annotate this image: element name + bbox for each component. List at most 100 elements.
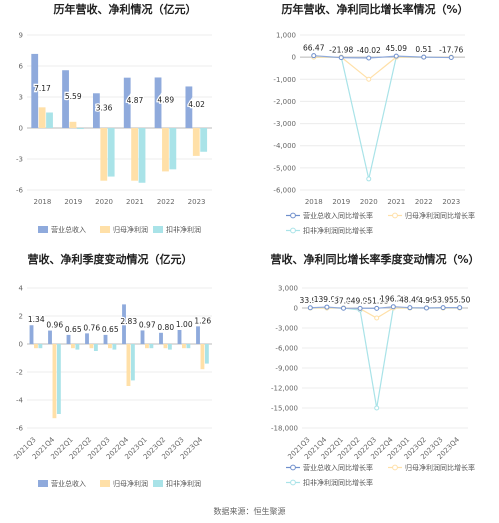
- bar-nonrecurring-profit: [200, 128, 208, 152]
- data-label-revenue-growth: 33.91: [300, 296, 322, 305]
- chart-quarterly-growth-rate: 营收、净利同比增长率季度变动情况（%） 3,000 0 -3,000 -6,000 -9,…: [250, 250, 499, 506]
- legend-marker-nonrecurring-profit: [290, 227, 296, 234]
- data-label-revenue-growth: 66.47: [303, 44, 325, 53]
- legend-marker-parent-profit: [392, 212, 398, 219]
- x-tick-label: 2023: [188, 198, 206, 206]
- bar-revenue: [62, 70, 69, 128]
- bar-revenue: [154, 77, 162, 128]
- legend-label: 归母净利润同比增长率: [405, 463, 475, 472]
- y-tick-label: -9,000: [275, 365, 298, 373]
- data-label-revenue: 4.87: [127, 96, 144, 105]
- point-revenue: [366, 55, 372, 61]
- legend-label: 营业总收入同比增长率: [303, 463, 373, 472]
- data-label-revenue: 0.65: [65, 325, 82, 334]
- bar-nonrecurring-profit: [138, 128, 146, 183]
- point-revenue: [357, 305, 363, 311]
- bar-revenue: [29, 325, 34, 344]
- y-tick-label: -6: [16, 425, 24, 433]
- point-revenue: [311, 53, 317, 59]
- data-label-revenue: 1.00: [176, 320, 193, 329]
- bar-parent-profit: [162, 128, 169, 172]
- bar-revenue: [185, 86, 193, 128]
- data-label-revenue-growth: 4.99: [418, 296, 435, 305]
- y-tick-label: 0: [292, 54, 296, 62]
- legend-swatch-nonrecurring-profit: [153, 480, 163, 487]
- bar-parent-profit: [71, 344, 75, 349]
- bar-nonrecurring-profit: [204, 344, 209, 364]
- bar-parent-profit: [69, 121, 77, 128]
- legend-label: 营业总收入: [51, 225, 86, 234]
- bar-parent-profit: [38, 107, 46, 128]
- bar-parent-profit: [34, 344, 38, 349]
- y-tick-label: -6,000: [275, 345, 298, 353]
- data-label-revenue: 0.80: [157, 323, 174, 332]
- y-tick-label: -4,000: [273, 142, 296, 150]
- legend-marker-revenue: [290, 212, 296, 219]
- bar-parent-profit: [192, 128, 200, 156]
- bar-revenue: [123, 77, 131, 128]
- data-label-revenue-growth: 196.22: [380, 295, 406, 304]
- data-label-revenue-growth: 0.51: [415, 45, 432, 54]
- x-tick-label: 2019: [332, 198, 350, 206]
- y-tick-label: -3,000: [273, 120, 296, 128]
- bar-revenue: [31, 53, 39, 128]
- chart-title: 营收、净利同比增长率季度变动情况（%）: [270, 252, 479, 266]
- bar-parent-profit: [182, 344, 186, 349]
- legend-label: 扣非净利润: [166, 479, 201, 488]
- point-nonrecurring-profit: [366, 176, 372, 182]
- bar-nonrecurring-profit: [149, 344, 154, 349]
- bar-revenue: [92, 93, 100, 128]
- data-label-revenue: 4.02: [188, 100, 205, 109]
- chart-svg: 营收、净利同比增长率季度变动情况（%） 3,000 0 -3,000 -6,000 -9,…: [270, 252, 479, 487]
- legend-swatch-revenue: [38, 226, 48, 233]
- legend-label: 扣非净利润同比增长率: [303, 226, 373, 235]
- bar-nonrecurring-profit: [107, 128, 115, 177]
- legend-swatch-parent-profit: [100, 480, 110, 487]
- chart-annual-revenue-profit: 历年营收、净利情况（亿元） 9 6 3 0 -3 -6 2018 2019 2020 2021 202…: [0, 0, 250, 250]
- data-label-revenue-growth: 48.49: [399, 296, 421, 305]
- bar-nonrecurring-profit: [93, 344, 98, 351]
- point-revenue: [393, 53, 399, 59]
- data-label-revenue: 0.97: [139, 320, 156, 329]
- data-label-revenue: 0.76: [83, 323, 100, 332]
- x-tick-label: 2019: [64, 198, 82, 206]
- line-parent-profit: [313, 56, 452, 81]
- chart-title: 营收、净利季度变动情况（亿元）: [28, 252, 193, 266]
- x-tick-label: 2018: [34, 198, 52, 206]
- point-revenue: [448, 55, 454, 61]
- chart-svg: 历年营收、净利情况（亿元） 9 6 3 0 -3 -6 2018 2019 2020 2021 202…: [16, 2, 212, 234]
- data-label-revenue: 0.96: [46, 321, 63, 330]
- bar-revenue: [196, 326, 200, 344]
- legend-label: 归母净利润同比增长率: [405, 211, 475, 220]
- x-tick-label: 2021: [387, 198, 405, 206]
- legend-label: 营业总收入同比增长率: [303, 211, 373, 220]
- legend-label: 归母净利润: [113, 479, 148, 488]
- chart-annual-growth-rate: 历年营收、净利同比增长率情况（%） 1,000 0 -1,000 -2,000 -3,00…: [250, 0, 499, 250]
- bar-nonrecurring-profit: [112, 344, 117, 350]
- bar-revenue: [177, 330, 182, 344]
- data-label-revenue-growth: -17.76: [439, 46, 463, 55]
- bar-parent-profit: [108, 344, 112, 349]
- bar-nonrecurring-profit: [75, 344, 80, 350]
- line-revenue: [310, 306, 460, 309]
- legend-label: 扣非净利润同比增长率: [303, 478, 373, 487]
- data-source-footer: 数据来源：恒生聚源: [213, 507, 286, 516]
- y-tick-label: -18,000: [271, 425, 298, 433]
- x-tick-label: 2018: [305, 198, 323, 206]
- y-tick-label: -6,000: [273, 187, 296, 195]
- y-tick-label: -1,000: [273, 76, 296, 84]
- line-parent-profit: [310, 307, 460, 319]
- point-revenue: [324, 304, 330, 310]
- bar-revenue: [66, 334, 71, 344]
- data-label-revenue-growth: -51.93: [365, 296, 389, 305]
- line-nonrecurring-profit: [313, 56, 452, 180]
- bar-nonrecurring-profit: [76, 128, 84, 130]
- bar-nonrecurring-profit: [46, 112, 53, 128]
- y-tick-label: 0: [294, 305, 298, 313]
- chart-title: 历年营收、净利同比增长率情况（%）: [281, 2, 468, 16]
- y-tick-label: -12,000: [271, 385, 298, 393]
- data-label-revenue-growth: -37.84: [331, 296, 355, 305]
- y-tick-label: -3,000: [275, 325, 298, 333]
- chart-svg: 历年营收、净利同比增长率情况（%） 1,000 0 -1,000 -2,000 -3,00…: [273, 2, 475, 235]
- point-revenue: [341, 305, 346, 311]
